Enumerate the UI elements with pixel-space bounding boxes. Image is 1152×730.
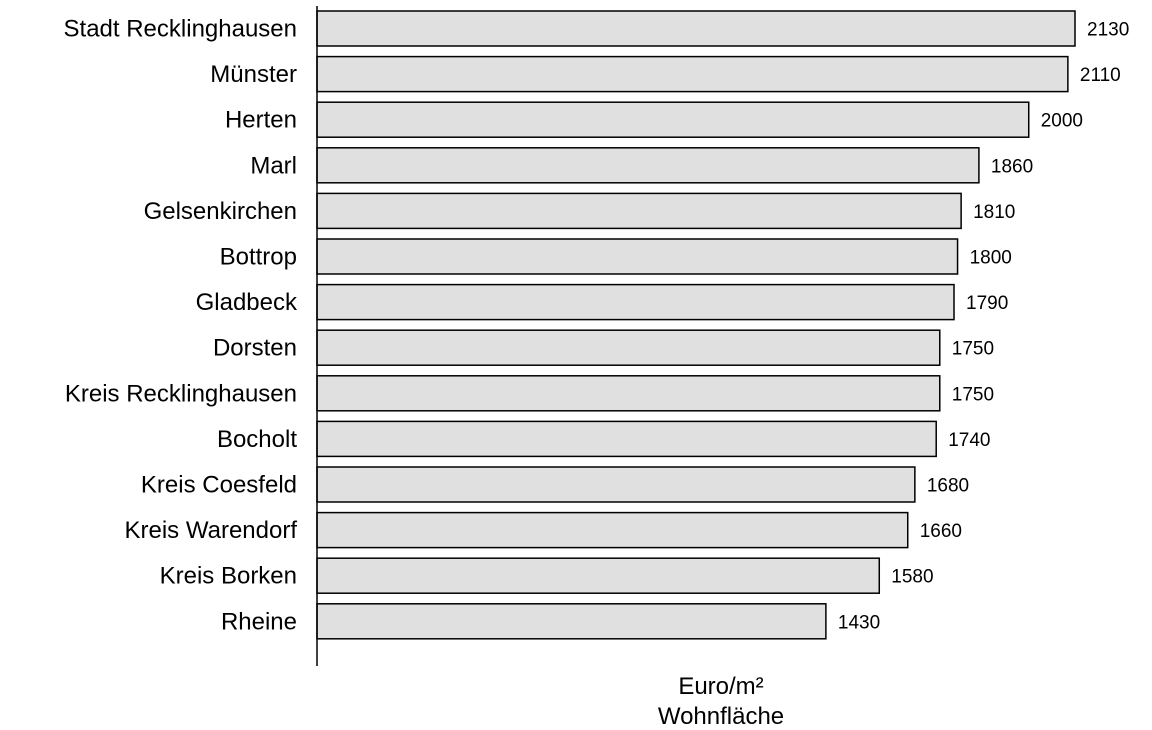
bar: [316, 101, 1030, 138]
x-axis-label-line-2: Wohnfläche: [658, 703, 784, 730]
value-label: 1660: [920, 521, 962, 542]
category-label: Kreis Borken: [160, 563, 297, 590]
value-label: 2000: [1041, 111, 1083, 132]
bars-group: Stadt Recklinghausen 2130 Münster 2110 Herte…: [64, 10, 1129, 640]
bar: [316, 466, 916, 503]
value-label: 1790: [966, 293, 1008, 314]
value-label: 1750: [952, 339, 994, 360]
bar: [316, 329, 941, 366]
value-label: 1430: [838, 612, 880, 633]
value-label: 1750: [952, 384, 994, 405]
bar: [316, 10, 1076, 47]
category-label: Bocholt: [217, 426, 297, 453]
bar: [316, 238, 959, 275]
bar: [316, 55, 1069, 93]
category-label: Kreis Warendorf: [125, 517, 298, 544]
category-label: Stadt Recklinghausen: [64, 16, 297, 43]
value-label: 1580: [891, 567, 933, 588]
value-label: 1800: [970, 248, 1012, 269]
value-label: 1680: [927, 476, 969, 497]
category-label: Kreis Recklinghausen: [65, 380, 297, 407]
value-label: 2130: [1087, 20, 1129, 41]
value-label: 2110: [1080, 65, 1121, 86]
value-label: 1860: [991, 156, 1033, 177]
bar: [316, 283, 955, 321]
bar: [316, 147, 980, 184]
bar: [316, 420, 937, 458]
category-label: Bottrop: [220, 244, 297, 271]
bar: [316, 375, 941, 412]
category-label: Münster: [210, 61, 297, 88]
x-axis-label-line-1: Euro/m²: [678, 673, 763, 700]
category-label: Gelsenkirchen: [144, 198, 297, 225]
value-label: 1740: [948, 430, 990, 451]
bar: [316, 603, 827, 640]
category-label: Marl: [250, 152, 297, 179]
bar: [316, 192, 962, 230]
category-label: Gladbeck: [196, 289, 298, 316]
value-label: 1810: [973, 202, 1015, 223]
category-label: Rheine: [221, 608, 297, 635]
bar: [316, 557, 881, 594]
category-label: Herten: [225, 107, 297, 134]
category-label: Dorsten: [213, 335, 297, 362]
bar: [316, 511, 909, 549]
category-label: Kreis Coesfeld: [141, 472, 297, 499]
